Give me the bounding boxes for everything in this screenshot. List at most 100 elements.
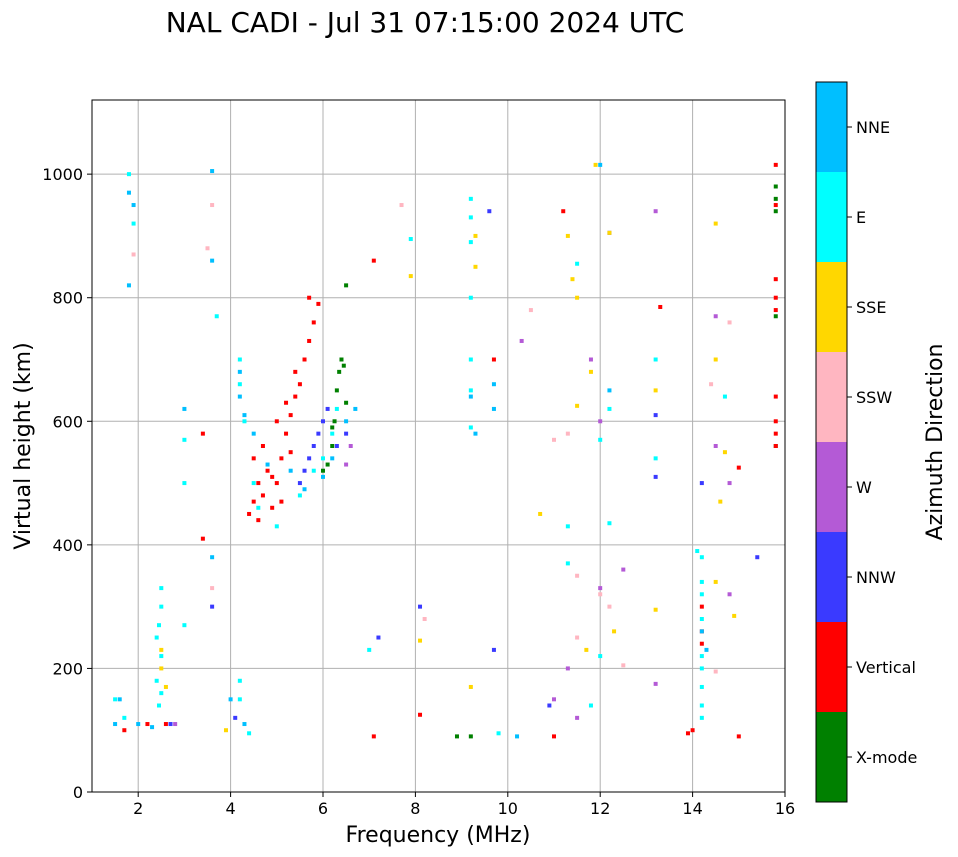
- data-point: [519, 338, 524, 343]
- data-point: [584, 647, 589, 652]
- colorbar-label: SSE: [856, 298, 886, 317]
- data-point: [307, 295, 312, 300]
- data-point: [256, 481, 261, 486]
- data-point: [658, 304, 663, 309]
- colorbar-label: NNE: [856, 118, 890, 137]
- data-point: [773, 277, 778, 282]
- data-point: [297, 493, 302, 498]
- data-point: [575, 573, 580, 578]
- data-point: [612, 629, 617, 634]
- data-point: [321, 419, 325, 424]
- data-point: [773, 308, 778, 313]
- data-point: [565, 233, 570, 238]
- data-point: [399, 203, 404, 208]
- colorbar-label: SSW: [856, 388, 892, 407]
- data-point: [237, 678, 242, 683]
- data-point: [242, 419, 247, 424]
- series-vertical: [122, 162, 778, 739]
- data-point: [713, 669, 718, 674]
- data-point: [713, 444, 718, 448]
- data-point: [422, 617, 427, 621]
- data-point: [653, 357, 658, 362]
- data-point: [727, 481, 732, 486]
- data-point: [598, 586, 603, 591]
- data-point: [418, 712, 423, 717]
- data-point: [468, 240, 473, 245]
- data-point: [265, 468, 270, 473]
- colorbar-segment: [816, 352, 847, 442]
- data-point: [367, 647, 372, 652]
- data-point: [468, 295, 473, 300]
- grid: [92, 100, 786, 793]
- data-point: [311, 320, 316, 325]
- data-point: [293, 394, 298, 399]
- x-tick-label: 8: [410, 799, 420, 818]
- data-point: [131, 203, 136, 208]
- data-point: [233, 715, 238, 720]
- data-point: [552, 734, 556, 739]
- x-axis-label: Frequency (MHz): [346, 823, 531, 848]
- data-point: [773, 419, 778, 424]
- chart-title: NAL CADI - Jul 31 07:15:00 2024 UTC: [166, 6, 685, 39]
- data-point: [117, 697, 122, 702]
- colorbar: X-mode Vertical NNW W SSW SSE E NNE: [815, 81, 917, 803]
- data-point: [131, 221, 136, 226]
- data-point: [256, 505, 261, 510]
- data-point: [699, 715, 704, 720]
- data-point: [598, 437, 603, 442]
- data-point: [321, 474, 325, 479]
- data-point: [704, 647, 709, 652]
- data-point: [163, 722, 168, 727]
- data-point: [538, 511, 543, 516]
- colorbar-segment: [816, 262, 847, 352]
- data-point: [607, 521, 612, 526]
- data-point: [408, 237, 413, 242]
- data-point: [773, 394, 778, 399]
- x-tick-label: 10: [498, 799, 518, 818]
- data-point: [473, 233, 478, 238]
- series-nnw: [168, 209, 760, 727]
- plot-area: [92, 100, 785, 792]
- data-point: [468, 425, 473, 430]
- data-point: [251, 499, 256, 504]
- data-point: [274, 419, 279, 424]
- data-point: [353, 406, 358, 411]
- data-point: [496, 731, 501, 736]
- data-point: [311, 468, 316, 473]
- data-point: [528, 308, 533, 313]
- data-point: [237, 394, 242, 399]
- data-point: [344, 431, 349, 436]
- data-point: [156, 623, 161, 628]
- data-point: [334, 444, 339, 448]
- data-point: [126, 172, 131, 177]
- data-point: [727, 592, 732, 597]
- data-point: [334, 406, 339, 411]
- data-point: [288, 468, 293, 473]
- plot-frame: [91, 99, 786, 793]
- data-point: [699, 666, 704, 671]
- data-point: [344, 419, 349, 424]
- data-point: [260, 444, 265, 448]
- data-point: [699, 617, 704, 621]
- data-point: [214, 314, 219, 319]
- data-point: [653, 388, 658, 393]
- data-point: [200, 536, 205, 541]
- y-tick-label: 1000: [42, 165, 83, 184]
- data-point: [159, 586, 164, 591]
- data-point: [210, 203, 215, 208]
- y-axis: 0 200 400 600 800 1000: [42, 165, 92, 802]
- data-point: [491, 647, 496, 652]
- data-point: [468, 196, 473, 201]
- colorbar-segment: [816, 442, 847, 532]
- series-e: [113, 172, 727, 736]
- data-point: [561, 209, 566, 214]
- data-point: [491, 357, 496, 362]
- data-point: [621, 663, 626, 668]
- data-point: [321, 456, 325, 461]
- data-point: [237, 369, 242, 374]
- data-point: [468, 388, 473, 393]
- data-point: [468, 734, 473, 739]
- data-point: [695, 549, 700, 554]
- data-point: [773, 444, 778, 448]
